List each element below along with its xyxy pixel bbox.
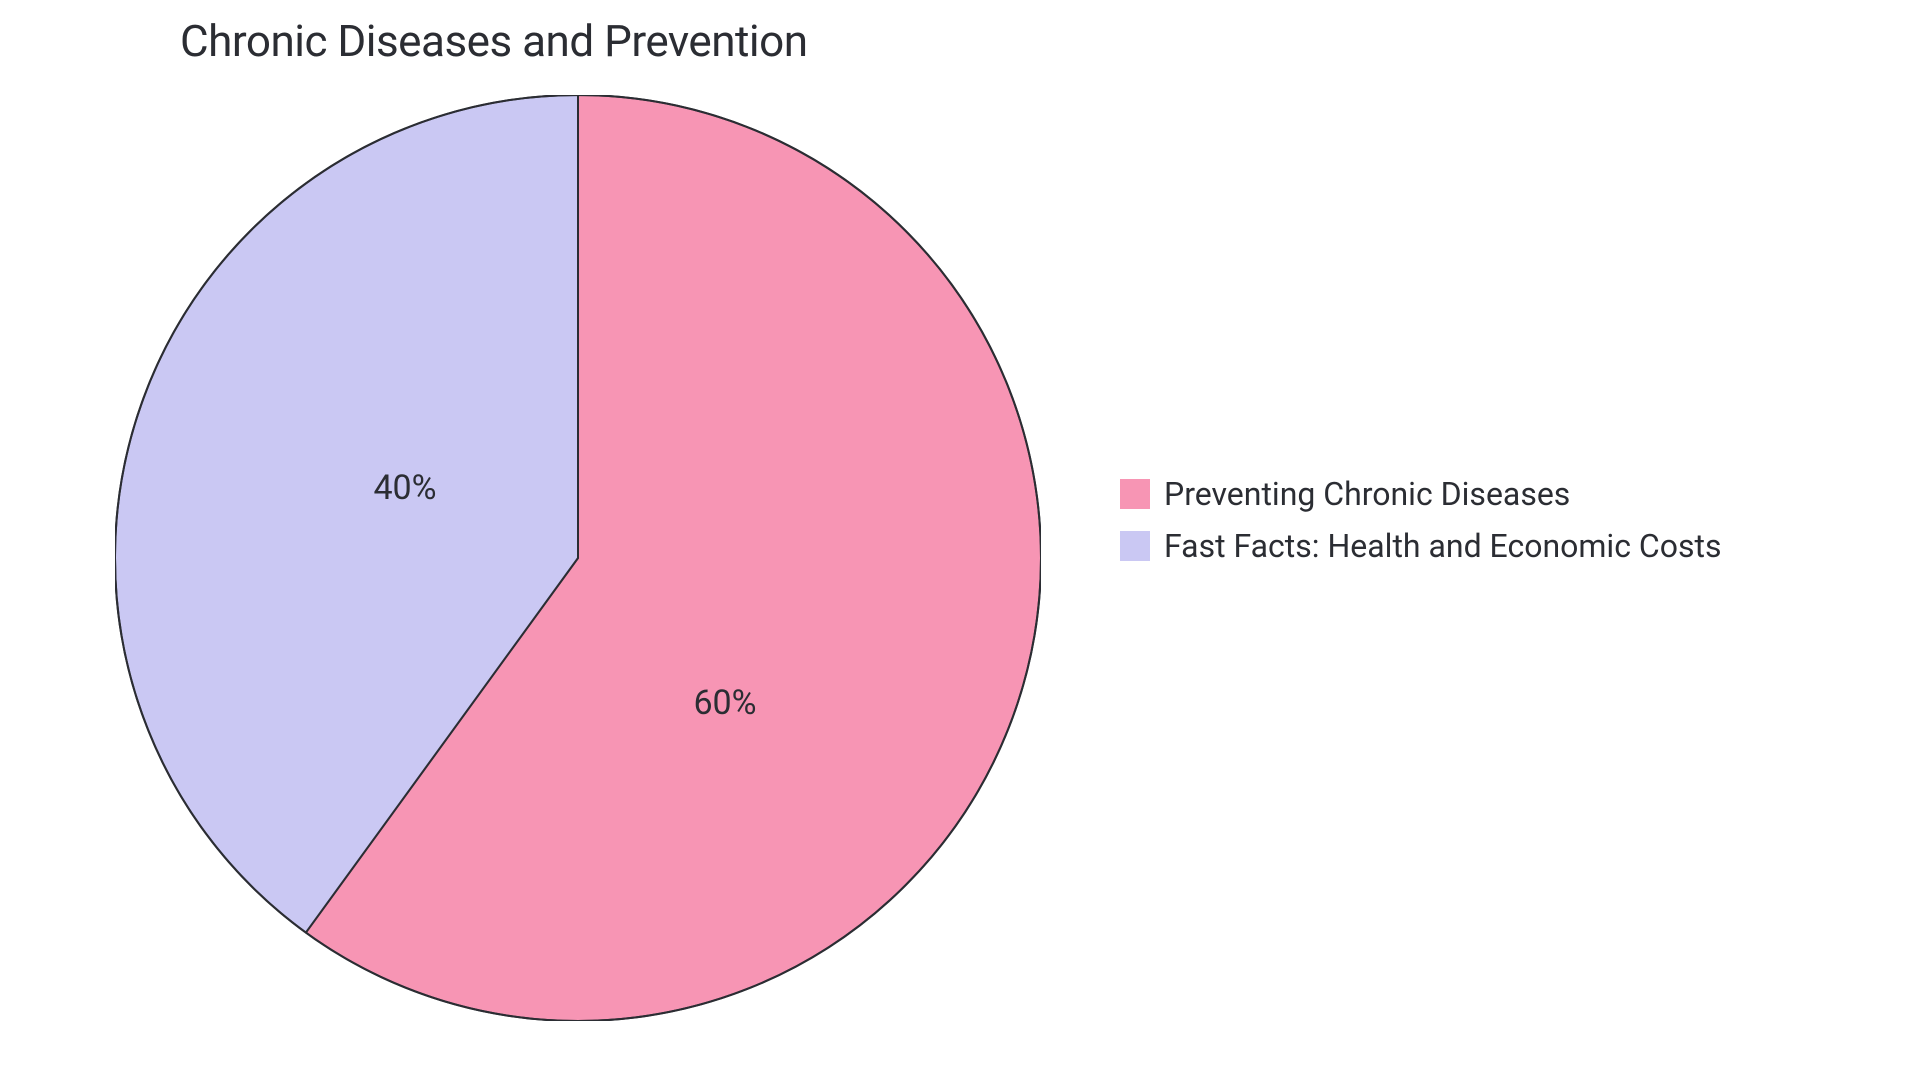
legend-swatch-icon xyxy=(1120,479,1150,509)
legend: Preventing Chronic Diseases Fast Facts: H… xyxy=(1120,475,1721,579)
slice-label-0: 60% xyxy=(693,683,756,723)
legend-swatch-icon xyxy=(1120,531,1150,561)
slice-label-1: 40% xyxy=(373,468,436,508)
chart-title: Chronic Diseases and Prevention xyxy=(180,15,808,67)
pie-chart: 60% 40% xyxy=(115,95,1041,1021)
chart-container: Chronic Diseases and Prevention 60% 40% P… xyxy=(0,0,1920,1080)
legend-label: Preventing Chronic Diseases xyxy=(1164,475,1570,513)
legend-item-1[interactable]: Fast Facts: Health and Economic Costs xyxy=(1120,527,1721,565)
legend-label: Fast Facts: Health and Economic Costs xyxy=(1164,527,1721,565)
legend-item-0[interactable]: Preventing Chronic Diseases xyxy=(1120,475,1721,513)
